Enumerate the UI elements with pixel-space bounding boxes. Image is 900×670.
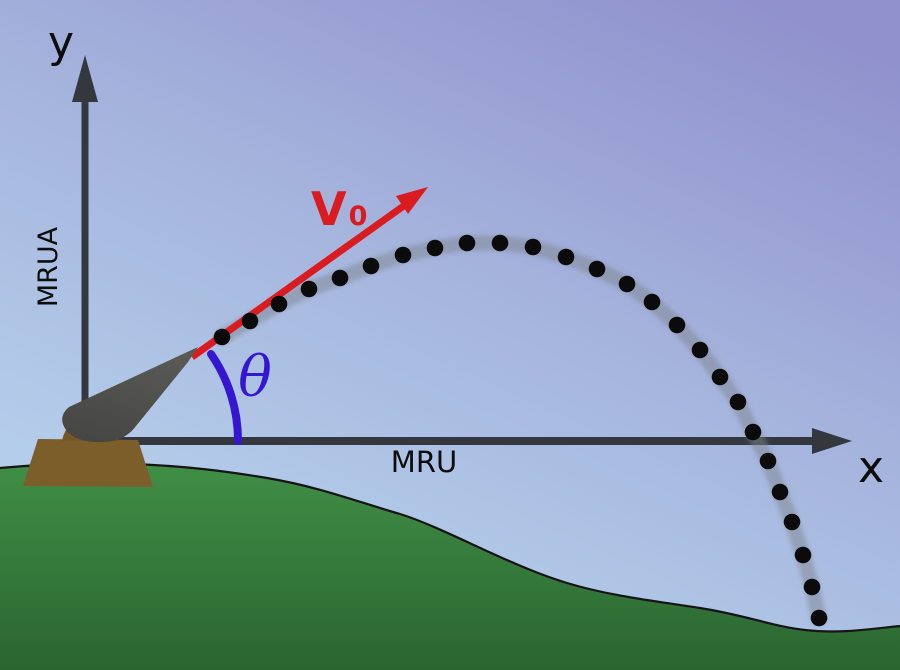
- angle-arc: [207, 350, 243, 445]
- trajectory-dot: [491, 234, 509, 252]
- trajectory-dot: [213, 328, 231, 346]
- trajectory-dot: [744, 423, 762, 441]
- y-axis-motion-label: MRUA: [33, 226, 64, 307]
- trajectory-dot: [691, 341, 709, 359]
- trajectory-dot: [803, 578, 821, 596]
- cannon-barrel: [62, 347, 199, 443]
- trajectory-dot: [426, 239, 444, 257]
- trajectory-dot: [588, 260, 606, 278]
- velocity-vector-arrowhead-icon: [396, 187, 428, 214]
- trajectory-dots: [213, 234, 828, 627]
- velocity-symbol: V: [311, 182, 347, 236]
- angle-label: θ: [238, 345, 272, 410]
- trajectory-dot: [668, 316, 686, 334]
- trajectory-dot: [810, 609, 828, 627]
- trajectory-dot: [270, 295, 288, 313]
- trajectory-dot: [711, 368, 729, 386]
- trajectory-dot: [618, 275, 636, 293]
- trajectory-dot: [794, 546, 812, 564]
- trajectory-dot: [729, 393, 747, 411]
- trajectory-dot: [362, 257, 380, 275]
- hill-outline: [0, 462, 900, 633]
- trajectory-dot: [759, 452, 777, 470]
- trajectory-dot: [300, 280, 318, 298]
- trajectory-dot: [458, 234, 476, 252]
- trajectory-dot: [241, 312, 259, 330]
- trajectory-dot: [524, 238, 542, 256]
- trajectory-dot: [643, 293, 661, 311]
- cannon: [23, 347, 199, 487]
- trajectory-dot: [331, 269, 349, 287]
- hill: [0, 463, 900, 670]
- y-axis-arrowhead-icon: [72, 55, 98, 102]
- velocity-subscript: 0: [349, 201, 368, 232]
- y-axis-label: y: [48, 17, 74, 68]
- x-axis-arrowhead-icon: [812, 428, 852, 454]
- cannon-base: [23, 439, 153, 487]
- trajectory-dot: [783, 513, 801, 531]
- trajectory-dot: [394, 246, 412, 264]
- velocity-label: V0: [311, 182, 367, 236]
- trajectory-dot: [557, 248, 575, 266]
- x-axis-motion-label: MRU: [391, 445, 457, 479]
- trajectory-dot: [771, 483, 789, 501]
- x-axis-label: x: [858, 442, 884, 493]
